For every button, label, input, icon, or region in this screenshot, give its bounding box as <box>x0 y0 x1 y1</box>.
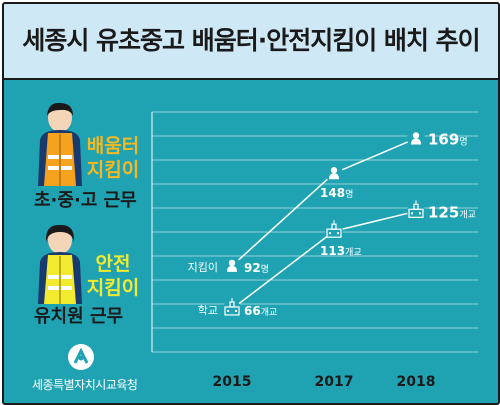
school-guard-figure <box>38 102 82 186</box>
header-band: 세종시 유초중고 배움터·안전지킴이 배치 추이 <box>4 4 498 80</box>
person-icon <box>329 167 339 180</box>
group-label-school: 초·중·고 근무 <box>34 190 137 211</box>
data-label: 125개교 <box>428 203 476 221</box>
school-icon <box>408 200 424 218</box>
data-point: 92명 <box>223 256 269 275</box>
school-icon <box>224 297 240 316</box>
x-tick-label: 2018 <box>397 374 436 390</box>
role-label-line: 배움터 <box>86 135 140 157</box>
data-point: 148명 <box>320 164 353 200</box>
organization-name: 세종특별자치시교육청 <box>32 378 138 392</box>
page-title: 세종시 유초중고 배움터·안전지킴이 배치 추이 <box>22 26 480 55</box>
data-point: 66개교 <box>223 297 277 318</box>
x-axis: 2015 2017 2018 <box>213 374 436 390</box>
data-label: 66개교 <box>244 304 277 318</box>
role-label-line: 안전 <box>95 253 131 275</box>
person-icon <box>411 132 421 145</box>
data-point: 125개교 <box>407 200 476 221</box>
series-name-label: 학교 <box>198 304 218 317</box>
school-icon <box>326 220 342 238</box>
x-tick-label: 2017 <box>315 374 354 390</box>
data-label: 113개교 <box>320 244 362 258</box>
education-office-logo-icon <box>68 344 94 370</box>
role-label-line: 지킴이 <box>86 277 140 299</box>
x-tick-label: 2015 <box>213 374 252 390</box>
data-label: 92명 <box>244 261 269 275</box>
role-label-school-guard: 배움터 지킴이 <box>84 134 142 182</box>
data-point: 113개교 <box>320 220 362 258</box>
data-label: 148명 <box>320 186 353 200</box>
person-icon <box>227 259 237 272</box>
series-name-label: 지킴이 <box>188 261 218 274</box>
role-label-line: 지킴이 <box>86 159 140 181</box>
group-label-kindergarten: 유치원 근무 <box>34 306 124 327</box>
role-label-safety-guard: 안전 지킴이 <box>84 252 142 300</box>
kindergarten-guard-figure <box>38 224 82 304</box>
data-point: 169명 <box>407 129 468 148</box>
data-label: 169명 <box>428 130 468 148</box>
